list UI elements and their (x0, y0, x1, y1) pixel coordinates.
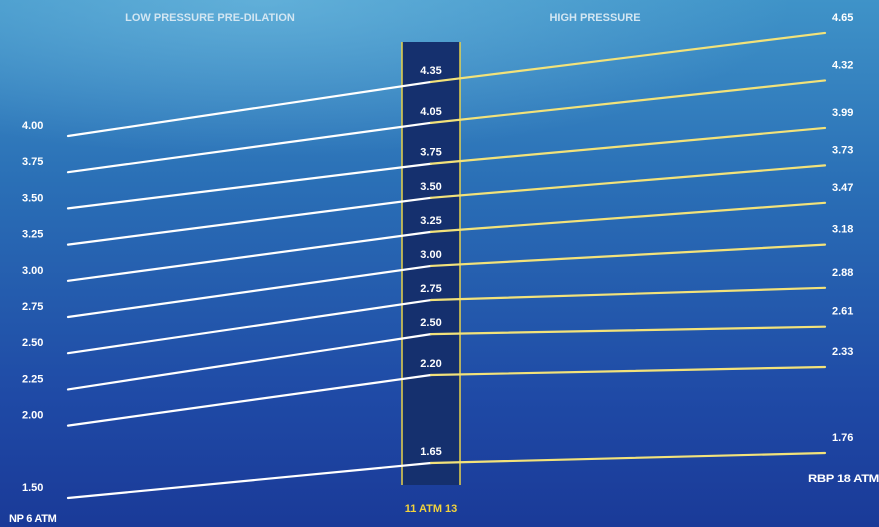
series-5-low-pressure-segment (66, 264, 433, 319)
series-2-end-label: 2.33 (832, 346, 853, 358)
series-6-end-label: 3.47 (832, 182, 853, 194)
series-6-low-pressure-segment (66, 230, 433, 282)
series-3-high-pressure-segment (429, 325, 827, 336)
series-10-low-pressure-segment (66, 80, 433, 138)
series-1-end-label: 1.76 (832, 432, 853, 444)
series-9-end-label: 4.32 (832, 59, 853, 71)
series-2-start-label: 2.00 (22, 410, 43, 422)
series-7-end-label: 3.73 (832, 144, 853, 156)
label-layer: 1.50 1.65 1.76 2.00 2.20 2.33 2.25 2.50 2.61 2.50… (22, 12, 853, 494)
series-2-low-pressure-segment (66, 373, 433, 427)
series-5-end-label: 3.18 (832, 224, 853, 236)
series-4-low-pressure-segment (66, 298, 433, 355)
series-7-band-label: 3.50 (420, 181, 441, 193)
series-2-high-pressure-segment (429, 365, 827, 377)
pressure-band (402, 42, 460, 485)
high-pressure-section-label: HIGH PRESSURE (549, 12, 640, 24)
series-9-start-label: 3.75 (22, 156, 43, 168)
series-7-low-pressure-segment (66, 196, 433, 246)
series-6-high-pressure-segment (429, 201, 827, 233)
nominal-pressure-label: NP 6 ATM (9, 513, 57, 525)
series-8-low-pressure-segment (66, 162, 433, 210)
series-1-high-pressure-segment (429, 451, 827, 465)
series-5-band-label: 3.00 (420, 249, 441, 261)
series-8-high-pressure-segment (429, 126, 827, 165)
series-8-start-label: 3.50 (22, 192, 43, 204)
series-3-band-label: 2.50 (420, 317, 441, 329)
series-7-start-label: 3.25 (22, 229, 43, 241)
series-1-band-label: 1.65 (420, 446, 441, 458)
series-7-high-pressure-segment (429, 164, 827, 199)
series-9-high-pressure-segment (429, 79, 827, 124)
series-8-end-label: 3.99 (832, 107, 853, 119)
series-4-band-label: 2.75 (420, 283, 441, 295)
series-2-band-label: 2.20 (420, 358, 441, 370)
series-9-low-pressure-segment (66, 121, 433, 174)
series-8-band-label: 3.75 (420, 147, 441, 159)
low-pressure-section-label: LOW PRESSURE PRE-DILATION (125, 12, 295, 24)
series-10-high-pressure-segment (429, 31, 827, 84)
series-4-end-label: 2.88 (832, 267, 853, 279)
band-pressure-label: 11 ATM 13 (405, 503, 458, 515)
series-3-low-pressure-segment (66, 333, 433, 391)
series-4-high-pressure-segment (429, 286, 827, 302)
series-3-end-label: 2.61 (832, 306, 853, 318)
series-4-start-label: 2.50 (22, 337, 43, 349)
series-3-start-label: 2.25 (22, 373, 43, 385)
series-10-start-label: 4.00 (22, 120, 43, 132)
series-5-start-label: 2.75 (22, 301, 43, 313)
series-1-start-label: 1.50 (22, 482, 43, 494)
rated-burst-pressure-label: RBP 18 ATM (808, 473, 879, 485)
series-10-band-label: 4.35 (420, 65, 441, 77)
series-6-band-label: 3.25 (420, 215, 441, 227)
series-6-start-label: 3.00 (22, 265, 43, 277)
series-9-band-label: 4.05 (420, 106, 441, 118)
series-layer (66, 31, 827, 500)
series-10-end-label: 4.65 (832, 12, 853, 24)
series-1-low-pressure-segment (66, 461, 433, 500)
series-5-high-pressure-segment (429, 243, 827, 268)
